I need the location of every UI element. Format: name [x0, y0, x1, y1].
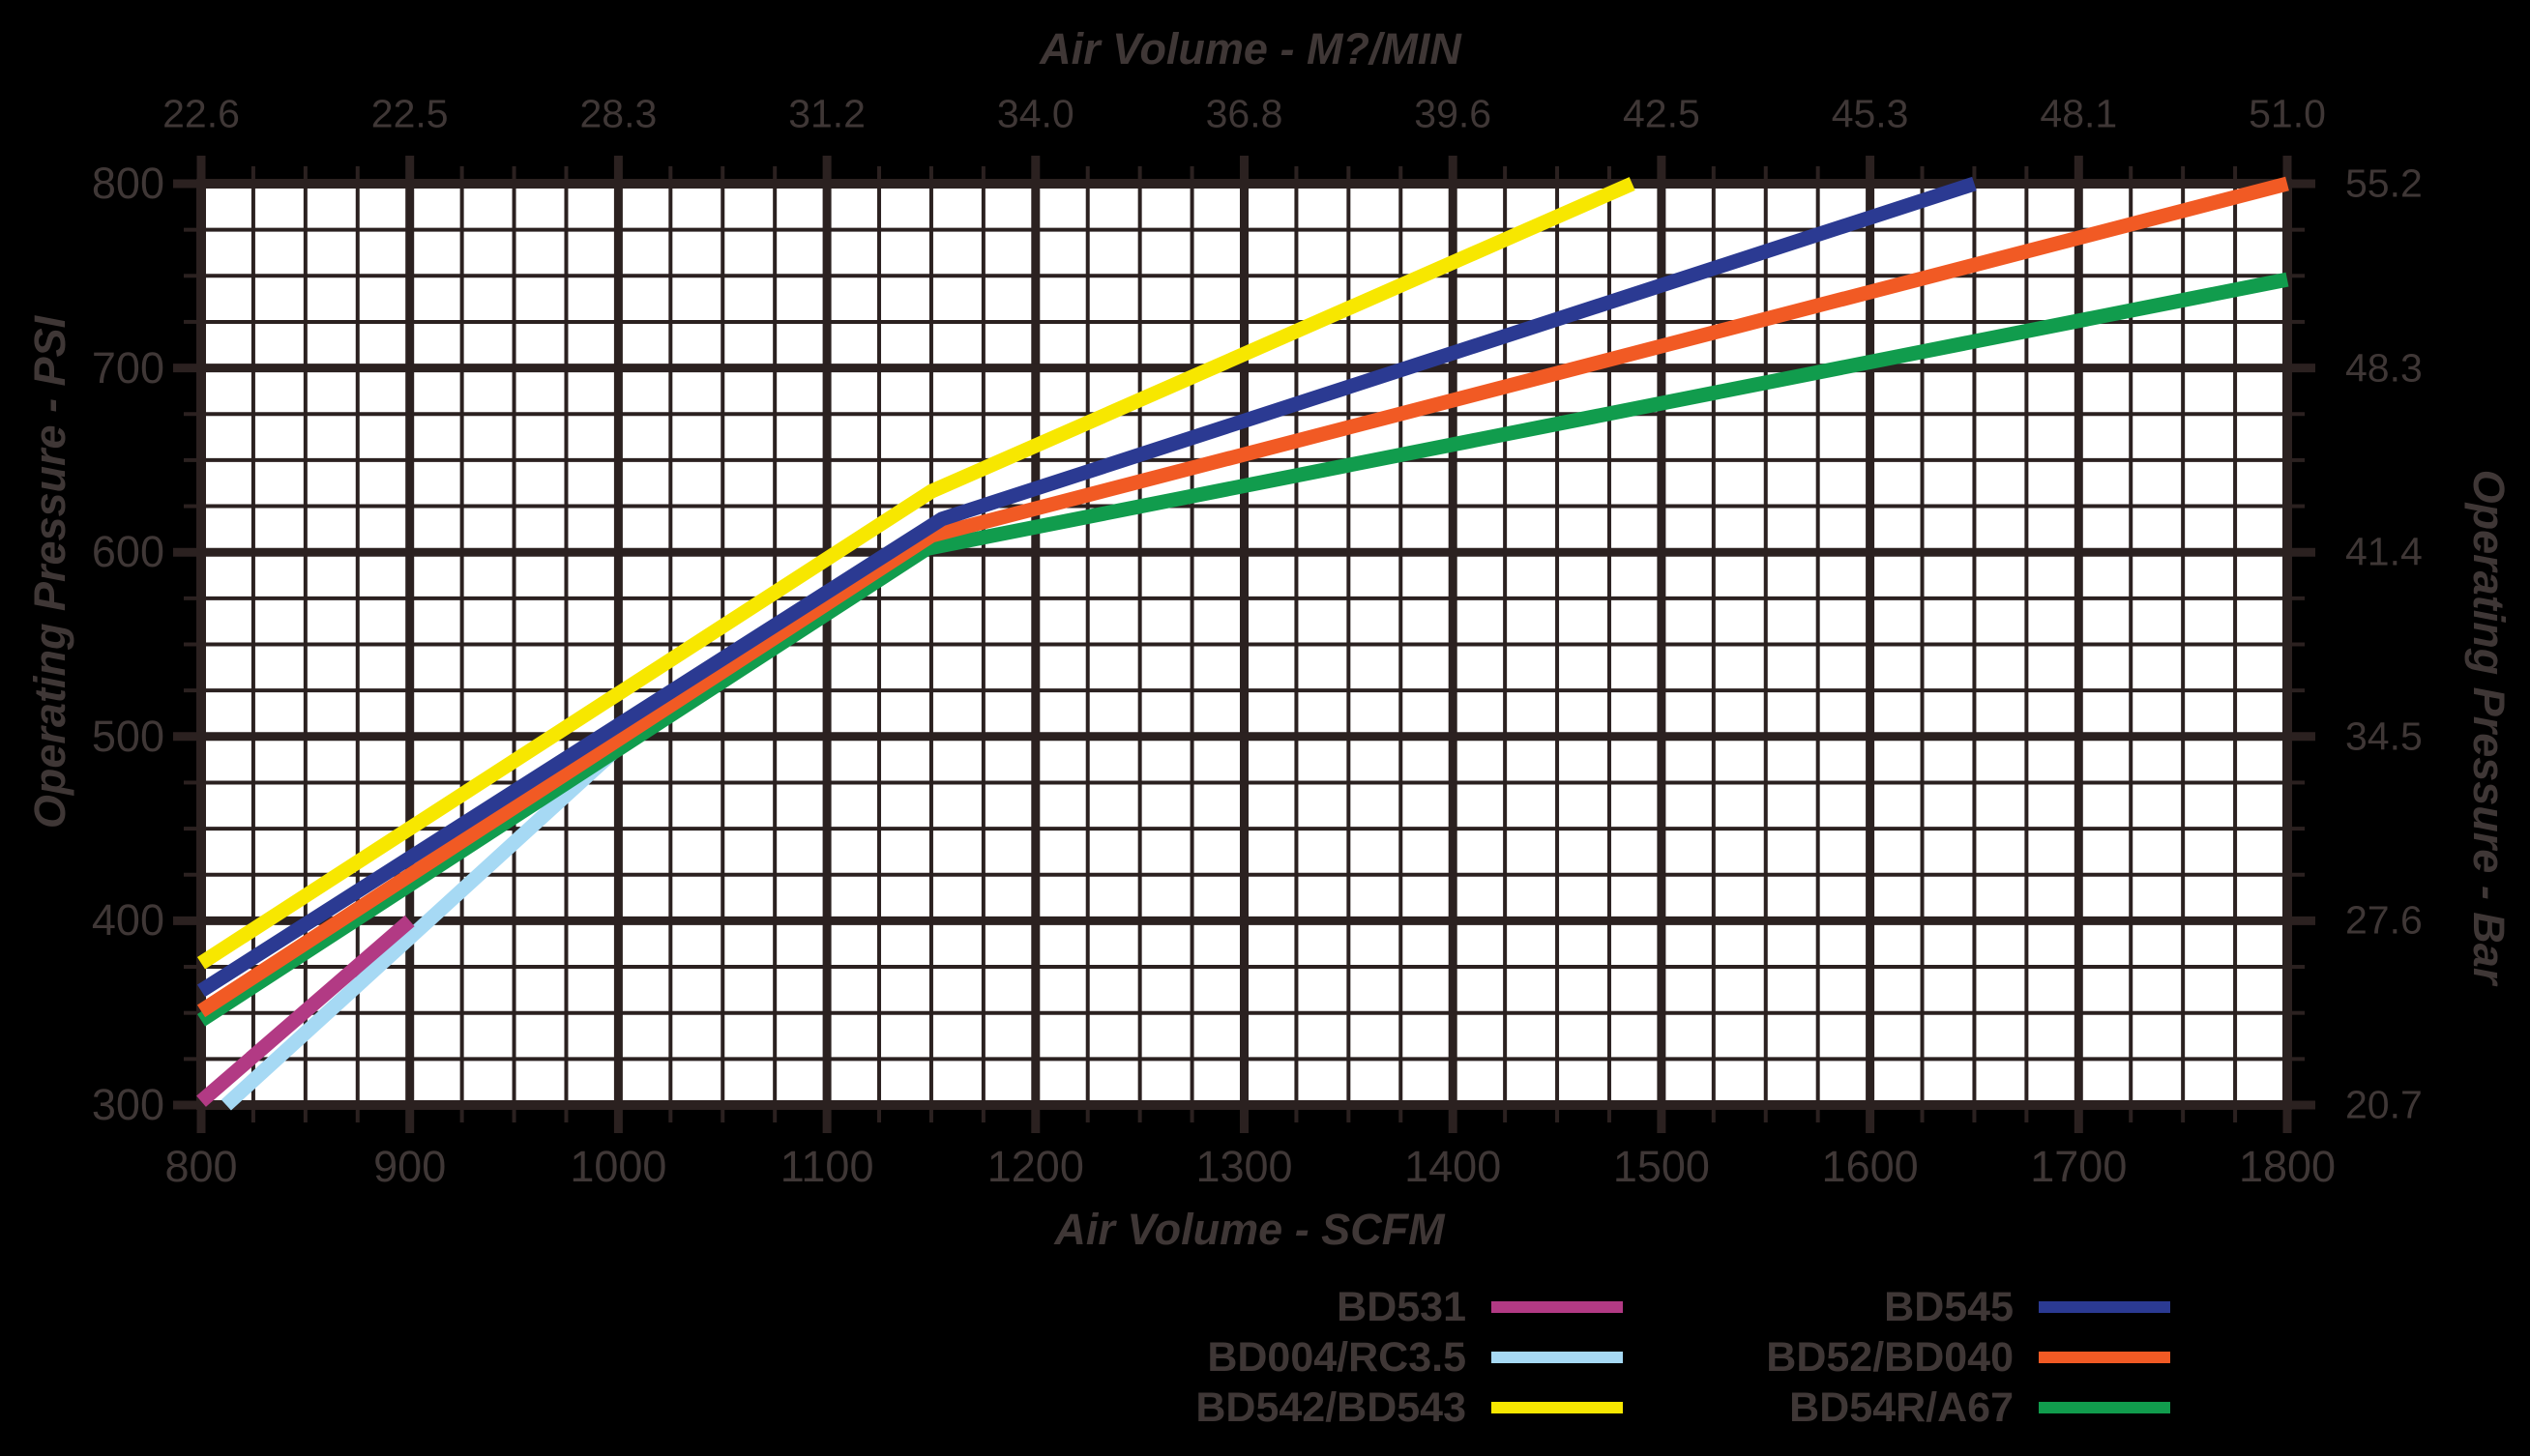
legend-label: BD545: [1884, 1283, 2014, 1330]
legend-item-bd531: BD531: [1141, 1282, 1623, 1332]
x-axis-top-tick-label: 36.8: [1205, 91, 1283, 136]
grid-lines: [196, 179, 2292, 1110]
y-axis-right-tick-label: 20.7: [2345, 1082, 2423, 1127]
legend-item-bd52-bd040: BD52/BD040: [1692, 1332, 2170, 1383]
y-axis-left-tick-label: 300: [91, 1080, 164, 1129]
legend-label: BD004/RC3.5: [1207, 1333, 1466, 1381]
x-axis-top-tick-label: 22.6: [162, 91, 240, 136]
x-axis-top-tick-label: 39.6: [1414, 91, 1492, 136]
legend-swatch: [2039, 1301, 2170, 1313]
series-line-bd004-rc3-5: [221, 742, 624, 1111]
x-axis-bottom-tick-label: 1100: [780, 1142, 874, 1191]
y-axis-left-tick-label: 800: [91, 159, 164, 208]
x-axis-bottom-tick-label: 1700: [2030, 1142, 2128, 1191]
x-axis-top-tick-label: 22.5: [370, 91, 449, 136]
x-axis-bottom-tick-label: 1300: [1195, 1142, 1293, 1191]
series-line-bd542-bd543: [196, 177, 1635, 970]
x-axis-bottom-tick-label: 1400: [1404, 1142, 1502, 1191]
legend-column-left: BD531 BD004/RC3.5 BD542/BD543: [1141, 1282, 1623, 1433]
x-axis-top-tick-label: 45.3: [1831, 91, 1909, 136]
legend-item-bd542-bd543: BD542/BD543: [1141, 1383, 1623, 1433]
x-axis-bottom-tick-label: 1200: [986, 1142, 1084, 1191]
y-axis-left-tick-label: 700: [91, 342, 164, 393]
x-axis-bottom-tick-label: 1800: [2238, 1142, 2337, 1191]
legend-swatch: [1491, 1402, 1623, 1413]
x-axis-bottom-tick-label: 900: [373, 1142, 447, 1191]
legend-item-bd545: BD545: [1692, 1282, 2170, 1332]
y-axis-left-tick-label: 400: [91, 895, 164, 946]
x-axis-bottom-tick-label: 1000: [570, 1142, 667, 1191]
series-line-bd545: [196, 176, 1977, 998]
legend-label: BD542/BD543: [1195, 1383, 1466, 1431]
legend-swatch: [2039, 1352, 2170, 1363]
axis-ticks: [173, 156, 2315, 1133]
x-axis-top-tick-label: 51.0: [2249, 91, 2326, 136]
series-line-bd52-bd040: [196, 176, 2289, 1018]
x-axis-bottom-tick-label: 1600: [1821, 1142, 1919, 1191]
series-line-bd54r-a67: [196, 272, 2289, 1027]
y-axis-right-tick-label: 27.6: [2345, 897, 2423, 943]
legend-label: BD54R/A67: [1789, 1383, 2014, 1431]
legend-swatch: [2039, 1402, 2170, 1413]
x-axis-bottom-tick-label: 800: [164, 1142, 238, 1191]
bottom-axis-title: Air Volume - SCFM: [1054, 1205, 1445, 1254]
x-axis-top-tick-label: 31.2: [788, 91, 866, 136]
x-axis-top-tick-label: 28.3: [579, 91, 658, 136]
top-axis-title: Air Volume - M?/MIN: [1040, 24, 1461, 73]
x-axis-top-tick-label: 42.5: [1622, 91, 1700, 136]
series-line-bd531: [196, 915, 415, 1107]
legend-label: BD531: [1337, 1283, 1466, 1330]
y-axis-left-tick-label: 500: [91, 711, 164, 761]
x-axis-top-tick-label: 34.0: [996, 91, 1074, 136]
series-lines: [196, 176, 2289, 1111]
y-axis-right-tick-label: 34.5: [2345, 713, 2423, 759]
legend-label: BD52/BD040: [1766, 1333, 2014, 1381]
legend-item-bd54r-a67: BD54R/A67: [1692, 1383, 2170, 1433]
x-axis-top-tick-label: 48.1: [2040, 91, 2118, 136]
legend-item-bd004-rc3-5: BD004/RC3.5: [1141, 1332, 1623, 1383]
y-axis-left-tick-label: 600: [91, 527, 164, 577]
left-axis-title: Operating Pressure - PSI: [25, 315, 74, 830]
legend-swatch: [1491, 1352, 1623, 1363]
y-axis-right-tick-label: 41.4: [2345, 529, 2423, 574]
x-axis-bottom-tick-label: 1500: [1612, 1142, 1710, 1191]
y-axis-right-tick-label: 55.2: [2345, 160, 2423, 206]
legend-column-right: BD545 BD52/BD040 BD54R/A67: [1692, 1282, 2170, 1433]
y-axis-right-tick-label: 48.3: [2345, 345, 2423, 391]
legend-swatch: [1491, 1301, 1623, 1313]
right-axis-title: Operating Pressure - Bar: [2464, 469, 2514, 985]
